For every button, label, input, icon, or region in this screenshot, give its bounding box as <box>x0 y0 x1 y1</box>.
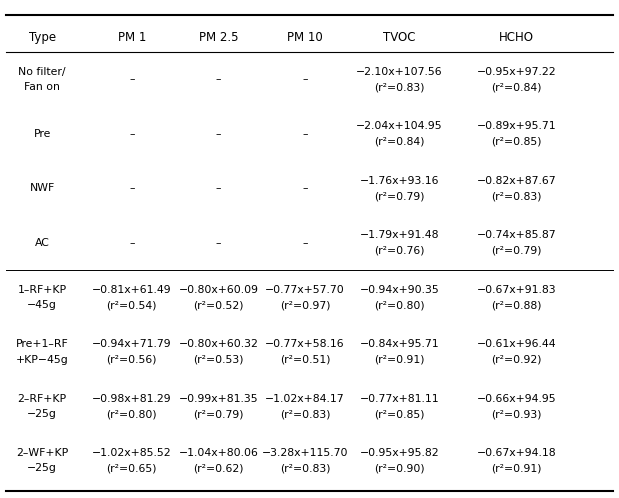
Text: –: – <box>129 238 134 248</box>
Text: (r²=0.56): (r²=0.56) <box>106 355 157 365</box>
Text: (r²=0.88): (r²=0.88) <box>491 300 542 310</box>
Text: (r²=0.80): (r²=0.80) <box>106 409 157 419</box>
Text: +KP−45g: +KP−45g <box>15 355 69 365</box>
Text: −25g: −25g <box>27 464 57 474</box>
Text: (r²=0.85): (r²=0.85) <box>491 136 542 147</box>
Text: (r²=0.83): (r²=0.83) <box>280 409 331 419</box>
Text: (r²=0.79): (r²=0.79) <box>193 409 244 419</box>
Text: −0.66x+94.95: −0.66x+94.95 <box>477 393 556 404</box>
Text: (r²=0.84): (r²=0.84) <box>374 136 425 147</box>
Text: (r²=0.93): (r²=0.93) <box>491 409 542 419</box>
Text: –: – <box>303 129 308 139</box>
Text: −0.77x+81.11: −0.77x+81.11 <box>360 393 439 404</box>
Text: (r²=0.76): (r²=0.76) <box>374 246 425 255</box>
Text: PM 10: PM 10 <box>287 31 323 44</box>
Text: (r²=0.80): (r²=0.80) <box>374 300 425 310</box>
Text: (r²=0.83): (r²=0.83) <box>374 82 425 92</box>
Text: −1.02x+85.52: −1.02x+85.52 <box>92 448 171 458</box>
Text: NWF: NWF <box>30 183 54 193</box>
Text: −0.80x+60.09: −0.80x+60.09 <box>178 285 259 295</box>
Text: (r²=0.91): (r²=0.91) <box>491 464 542 474</box>
Text: –: – <box>216 183 221 193</box>
Text: (r²=0.54): (r²=0.54) <box>106 300 157 310</box>
Text: −0.61x+96.44: −0.61x+96.44 <box>477 339 556 349</box>
Text: No filter/: No filter/ <box>19 67 66 77</box>
Text: (r²=0.52): (r²=0.52) <box>193 300 244 310</box>
Text: (r²=0.83): (r²=0.83) <box>280 464 331 474</box>
Text: −0.67x+91.83: −0.67x+91.83 <box>477 285 556 295</box>
Text: –: – <box>216 238 221 248</box>
Text: –: – <box>216 129 221 139</box>
Text: −0.67x+94.18: −0.67x+94.18 <box>477 448 556 458</box>
Text: −25g: −25g <box>27 409 57 419</box>
Text: 2–RF+KP: 2–RF+KP <box>17 393 67 404</box>
Text: Type: Type <box>28 31 56 44</box>
Text: (r²=0.79): (r²=0.79) <box>491 246 542 255</box>
Text: (r²=0.51): (r²=0.51) <box>280 355 331 365</box>
Text: −2.04x+104.95: −2.04x+104.95 <box>356 122 443 131</box>
Text: −0.98x+81.29: −0.98x+81.29 <box>92 393 171 404</box>
Text: –: – <box>129 183 134 193</box>
Text: −2.10x+107.56: −2.10x+107.56 <box>356 67 443 77</box>
Text: –: – <box>216 75 221 85</box>
Text: (r²=0.53): (r²=0.53) <box>193 355 244 365</box>
Text: (r²=0.90): (r²=0.90) <box>374 464 425 474</box>
Text: −0.81x+61.49: −0.81x+61.49 <box>92 285 171 295</box>
Text: −0.80x+60.32: −0.80x+60.32 <box>178 339 259 349</box>
Text: (r²=0.91): (r²=0.91) <box>374 355 425 365</box>
Text: (r²=0.62): (r²=0.62) <box>193 464 244 474</box>
Text: (r²=0.79): (r²=0.79) <box>374 191 425 201</box>
Text: −0.82x+87.67: −0.82x+87.67 <box>477 176 556 186</box>
Text: HCHO: HCHO <box>500 31 534 44</box>
Text: −1.02x+84.17: −1.02x+84.17 <box>266 393 345 404</box>
Text: −1.04x+80.06: −1.04x+80.06 <box>178 448 259 458</box>
Text: 2–WF+KP: 2–WF+KP <box>16 448 68 458</box>
Text: −1.79x+91.48: −1.79x+91.48 <box>360 230 439 240</box>
Text: −1.76x+93.16: −1.76x+93.16 <box>360 176 439 186</box>
Text: TVOC: TVOC <box>383 31 415 44</box>
Text: 1–RF+KP: 1–RF+KP <box>17 285 67 295</box>
Text: −0.99x+81.35: −0.99x+81.35 <box>179 393 258 404</box>
Text: Fan on: Fan on <box>24 82 60 92</box>
Text: −3.28x+115.70: −3.28x+115.70 <box>262 448 348 458</box>
Text: (r²=0.92): (r²=0.92) <box>491 355 542 365</box>
Text: −0.95x+97.22: −0.95x+97.22 <box>477 67 556 77</box>
Text: –: – <box>129 129 134 139</box>
Text: (r²=0.65): (r²=0.65) <box>106 464 157 474</box>
Text: −0.94x+71.79: −0.94x+71.79 <box>92 339 171 349</box>
Text: Pre+1–RF: Pre+1–RF <box>15 339 69 349</box>
Text: (r²=0.83): (r²=0.83) <box>491 191 542 201</box>
Text: −0.77x+57.70: −0.77x+57.70 <box>266 285 345 295</box>
Text: −0.84x+95.71: −0.84x+95.71 <box>360 339 439 349</box>
Text: PM 2.5: PM 2.5 <box>199 31 238 44</box>
Text: (r²=0.85): (r²=0.85) <box>374 409 425 419</box>
Text: –: – <box>303 183 308 193</box>
Text: −0.77x+58.16: −0.77x+58.16 <box>266 339 345 349</box>
Text: AC: AC <box>35 238 50 248</box>
Text: −0.95x+95.82: −0.95x+95.82 <box>360 448 439 458</box>
Text: Pre: Pre <box>33 129 51 139</box>
Text: –: – <box>129 75 134 85</box>
Text: (r²=0.97): (r²=0.97) <box>280 300 331 310</box>
Text: −45g: −45g <box>27 300 57 310</box>
Text: (r²=0.84): (r²=0.84) <box>491 82 542 92</box>
Text: −0.74x+85.87: −0.74x+85.87 <box>477 230 556 240</box>
Text: PM 1: PM 1 <box>118 31 146 44</box>
Text: −0.94x+90.35: −0.94x+90.35 <box>360 285 439 295</box>
Text: –: – <box>303 238 308 248</box>
Text: –: – <box>303 75 308 85</box>
Text: −0.89x+95.71: −0.89x+95.71 <box>477 122 556 131</box>
